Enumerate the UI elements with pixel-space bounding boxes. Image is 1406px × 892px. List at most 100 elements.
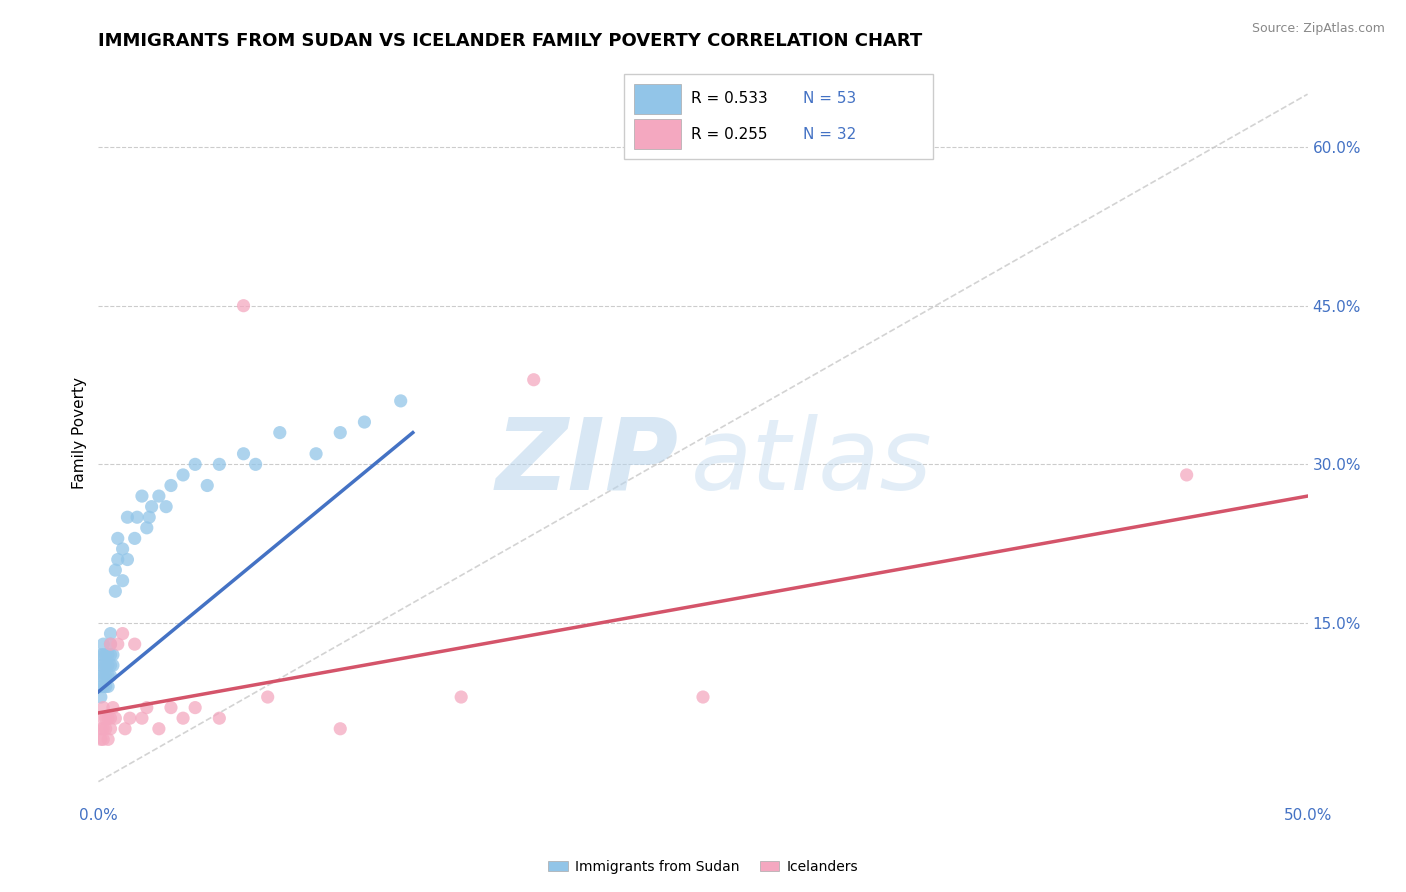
Point xyxy=(104,563,127,577)
FancyBboxPatch shape xyxy=(634,120,682,149)
Point xyxy=(111,541,134,556)
Point xyxy=(148,489,170,503)
Point xyxy=(97,732,120,747)
Point xyxy=(90,680,112,694)
Point xyxy=(100,711,122,725)
Point xyxy=(97,648,120,662)
Point xyxy=(208,711,231,725)
Point xyxy=(94,680,117,694)
Point xyxy=(184,700,207,714)
Point xyxy=(148,722,170,736)
Point xyxy=(90,658,112,673)
Point xyxy=(100,637,122,651)
Point xyxy=(111,574,134,588)
Point xyxy=(523,373,546,387)
Point xyxy=(135,700,157,714)
Point xyxy=(91,648,114,662)
Text: ZIP: ZIP xyxy=(496,414,679,511)
Point xyxy=(97,711,120,725)
Point xyxy=(107,552,129,566)
Text: N = 32: N = 32 xyxy=(803,127,856,142)
Point xyxy=(127,510,149,524)
Text: atlas: atlas xyxy=(690,414,932,511)
Point xyxy=(97,680,120,694)
Text: Source: ZipAtlas.com: Source: ZipAtlas.com xyxy=(1251,22,1385,36)
Point xyxy=(450,690,472,704)
Point xyxy=(101,700,124,714)
Point xyxy=(155,500,177,514)
Point xyxy=(245,458,267,472)
Point xyxy=(160,700,183,714)
Point xyxy=(100,722,122,736)
Point xyxy=(100,637,122,651)
Point xyxy=(91,658,114,673)
Point xyxy=(172,467,194,482)
Point xyxy=(117,552,139,566)
Point xyxy=(100,626,122,640)
Point xyxy=(131,711,153,725)
Point xyxy=(90,648,112,662)
Point xyxy=(111,626,134,640)
Point xyxy=(90,732,112,747)
Legend: Immigrants from Sudan, Icelanders: Immigrants from Sudan, Icelanders xyxy=(543,855,863,880)
Text: IMMIGRANTS FROM SUDAN VS ICELANDER FAMILY POVERTY CORRELATION CHART: IMMIGRANTS FROM SUDAN VS ICELANDER FAMIL… xyxy=(98,32,922,50)
FancyBboxPatch shape xyxy=(634,84,682,113)
Point xyxy=(131,489,153,503)
Point xyxy=(172,711,194,725)
Point xyxy=(104,711,127,725)
Point xyxy=(100,669,122,683)
Point xyxy=(100,658,122,673)
Point xyxy=(692,690,714,704)
Point xyxy=(329,425,352,440)
Point xyxy=(256,690,278,704)
Point xyxy=(269,425,291,440)
Point xyxy=(160,478,183,492)
Point xyxy=(101,648,124,662)
Point xyxy=(104,584,127,599)
Point xyxy=(107,637,129,651)
Point xyxy=(1175,467,1198,482)
Text: N = 53: N = 53 xyxy=(803,91,856,106)
Point xyxy=(90,669,112,683)
Point xyxy=(232,447,254,461)
Point xyxy=(90,690,112,704)
Point xyxy=(91,669,114,683)
Point xyxy=(353,415,375,429)
Point xyxy=(329,722,352,736)
Point xyxy=(91,732,114,747)
Point xyxy=(101,658,124,673)
Point xyxy=(208,458,231,472)
FancyBboxPatch shape xyxy=(624,73,932,159)
Point xyxy=(141,500,163,514)
Point xyxy=(389,393,412,408)
Point xyxy=(124,532,146,546)
Point xyxy=(100,648,122,662)
Point xyxy=(91,711,114,725)
Point xyxy=(91,700,114,714)
Point xyxy=(94,648,117,662)
Point xyxy=(305,447,328,461)
Point xyxy=(94,669,117,683)
Point xyxy=(97,669,120,683)
Point xyxy=(97,658,120,673)
Point xyxy=(138,510,160,524)
Y-axis label: Family Poverty: Family Poverty xyxy=(72,376,87,489)
Text: R = 0.533: R = 0.533 xyxy=(690,91,768,106)
Point xyxy=(232,299,254,313)
Point xyxy=(184,458,207,472)
Point xyxy=(114,722,136,736)
Point xyxy=(90,722,112,736)
Point xyxy=(135,521,157,535)
Point xyxy=(94,711,117,725)
Point xyxy=(107,532,129,546)
Point xyxy=(91,722,114,736)
Point xyxy=(94,722,117,736)
Point xyxy=(118,711,141,725)
Point xyxy=(117,510,139,524)
Point xyxy=(195,478,218,492)
Text: R = 0.255: R = 0.255 xyxy=(690,127,768,142)
Point xyxy=(91,680,114,694)
Point xyxy=(91,637,114,651)
Point xyxy=(94,658,117,673)
Point xyxy=(124,637,146,651)
